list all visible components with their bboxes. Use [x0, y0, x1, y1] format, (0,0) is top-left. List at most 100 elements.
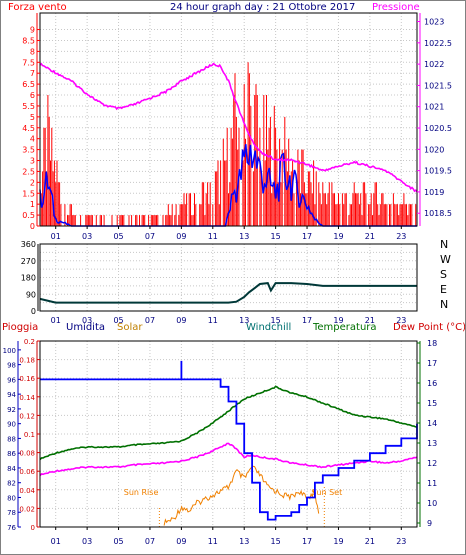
pressure-tick-label: 1019.5 [424, 167, 452, 176]
direction-x-label: 11 [208, 316, 218, 325]
climate-x-label: 07 [145, 537, 155, 546]
rain-tick-label: 0.06 [19, 468, 35, 476]
rain-label: Pioggia [2, 322, 38, 333]
pressure-tick-label: 1021.5 [424, 81, 452, 90]
wind-tick-label: 7 [30, 69, 35, 78]
climate-x-label: 21 [365, 537, 375, 546]
direction-tick-label: 0 [31, 307, 36, 316]
wind-tick-label: 8.5 [22, 36, 35, 45]
pressure-tick-label: 1018.5 [424, 209, 452, 218]
direction-x-label: 19 [333, 316, 343, 325]
solar-label: Solar [117, 322, 143, 333]
pressure-tick-label: 1019 [424, 188, 444, 197]
climate-x-label: 01 [51, 537, 61, 546]
direction-x-label: 07 [145, 316, 155, 325]
wind-x-label: 15 [271, 232, 281, 241]
direction-x-label: 23 [396, 316, 406, 325]
humidity-tick-label: 98 [7, 362, 16, 370]
compass-label-e: E [440, 283, 447, 296]
sunrise-label: Sun Rise [124, 488, 159, 497]
pressure-tick-label: 1022.5 [424, 39, 452, 48]
humidity-tick-label: 86 [7, 450, 16, 458]
wind-x-label: 17 [302, 232, 312, 241]
wind-tick-label: 1.5 [22, 189, 35, 198]
compass-label-w: W [440, 253, 451, 266]
climate-x-label: 13 [239, 537, 249, 546]
wind-tick-label: 3 [30, 157, 35, 166]
wind-x-label: 21 [365, 232, 375, 241]
direction-tick-label: 90 [26, 290, 36, 299]
humidity-tick-label: 82 [7, 480, 16, 488]
wind-x-label: 07 [145, 232, 155, 241]
temperature-label: Temperatura [312, 322, 377, 333]
direction-x-label: 13 [239, 316, 249, 325]
wind-tick-label: 9 [30, 26, 35, 35]
humidity-tick-label: 100 [3, 347, 16, 355]
pressure-tick-label: 1020.5 [424, 124, 452, 133]
humidity-line [40, 360, 418, 521]
direction-line [39, 282, 417, 304]
direction-x-label: 03 [82, 316, 92, 325]
pressure-tick-label: 1023 [424, 18, 444, 27]
direction-tick-label: 270 [21, 257, 36, 266]
rain-tick-label: 0.2 [24, 338, 35, 346]
temperature-line [39, 385, 418, 461]
humidity-tick-label: 76 [7, 524, 16, 532]
temp-tick-label: 10 [427, 499, 437, 508]
rain-tick-label: 0.1 [24, 431, 35, 439]
humidity-tick-label: 94 [7, 391, 16, 399]
humidity-tick-label: 78 [7, 509, 16, 517]
direction-tick-label: 360 [21, 240, 36, 249]
climate-x-label: 17 [302, 537, 312, 546]
humidity-tick-label: 92 [7, 406, 16, 414]
rain-tick-label: 0.16 [19, 375, 35, 383]
climate-x-label: 23 [396, 537, 406, 546]
compass-label-s: S [440, 268, 447, 281]
direction-x-label: 17 [302, 316, 312, 325]
pressure-line [39, 62, 418, 193]
wind-tick-label: 6 [30, 91, 35, 100]
wind-tick-label: 5 [30, 113, 35, 122]
climate-x-label: 19 [333, 537, 343, 546]
rain-tick-label: 0.12 [19, 412, 35, 420]
direction-x-label: 01 [51, 316, 61, 325]
temp-tick-label: 15 [427, 399, 437, 408]
climate-x-label: 09 [176, 537, 186, 546]
rain-tick-label: 0 [31, 524, 35, 532]
compass-label-n: N [440, 238, 448, 251]
climate-x-label: 15 [271, 537, 281, 546]
wind-x-label: 23 [396, 232, 406, 241]
humidity-label: Umidita [66, 322, 105, 333]
direction-x-label: 05 [113, 316, 123, 325]
direction-x-label: 09 [176, 316, 186, 325]
climate-x-label: 05 [113, 537, 123, 546]
climate-panel-bg [40, 341, 417, 527]
pressure-tick-label: 1022 [424, 60, 444, 69]
wind-tick-label: 2.5 [22, 167, 35, 176]
climate-x-label: 11 [208, 537, 218, 546]
rain-tick-label: 0.02 [19, 505, 35, 513]
wind-tick-label: 5.5 [22, 102, 35, 111]
pressure-title: Pressione [372, 2, 420, 13]
wind-tick-label: 0.5 [22, 211, 35, 220]
temp-tick-label: 16 [427, 379, 437, 388]
pressure-tick-label: 1020 [424, 145, 444, 154]
temp-tick-label: 18 [427, 339, 437, 348]
wind-tick-label: 7.5 [22, 58, 35, 67]
wind-panel-frame [39, 12, 418, 227]
wind-x-label: 01 [51, 232, 61, 241]
wind-tick-label: 8 [30, 47, 35, 56]
wind-tick-label: 6.5 [22, 80, 35, 89]
humidity-tick-label: 96 [7, 376, 16, 384]
humidity-tick-label: 84 [7, 465, 16, 473]
rain-tick-label: 0.08 [19, 450, 35, 458]
wind-x-label: 13 [239, 232, 249, 241]
direction-panel-bg [40, 244, 417, 311]
wind-x-label: 03 [82, 232, 92, 241]
rain-tick-label: 0.14 [19, 394, 35, 402]
windchill-label: Windchill [246, 322, 291, 333]
compass-label-n: N [440, 298, 448, 311]
dewpoint-label: Dew Point (°C) [393, 322, 466, 333]
